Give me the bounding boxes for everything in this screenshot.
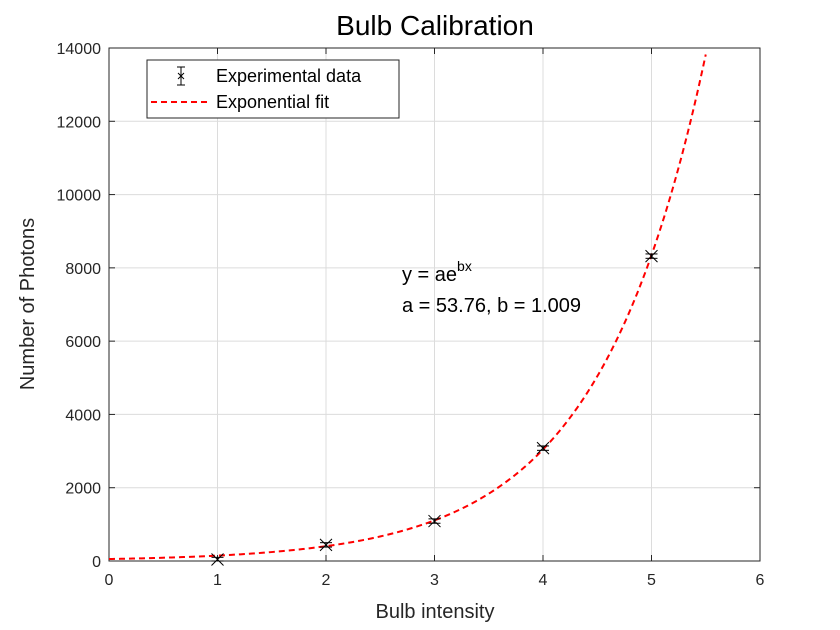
- legend-label-fit: Exponential fit: [216, 92, 329, 112]
- y-tick-label: 2000: [65, 481, 101, 498]
- y-tick-label: 8000: [65, 261, 101, 278]
- y-tick-label: 10000: [57, 188, 102, 205]
- data-point: [428, 514, 441, 528]
- legend: Experimental data Exponential fit: [146, 59, 400, 119]
- x-axis-title: Bulb intensity: [376, 601, 495, 623]
- x-tick-label: 4: [539, 572, 548, 589]
- x-marker-stroke: [645, 249, 658, 263]
- data-point: [536, 441, 550, 455]
- y-tick-label: 12000: [57, 114, 102, 131]
- data-layer: [108, 54, 707, 566]
- annotation-parameters: a = 53.76, b = 1.009: [402, 295, 581, 317]
- x-tick-label: 6: [756, 572, 765, 589]
- y-tick-label: 14000: [57, 41, 102, 58]
- data-point: [645, 249, 658, 263]
- exponential-fit-line: [108, 54, 707, 561]
- chart-title: Bulb Calibration: [336, 10, 534, 41]
- x-marker-stroke: [428, 514, 441, 528]
- fit-annotation: y = aebx a = 53.76, b = 1.009: [402, 258, 581, 317]
- x-marker-stroke: [319, 538, 333, 552]
- data-point: [211, 553, 224, 566]
- x-marker-stroke: [536, 441, 550, 455]
- x-marker-stroke: [211, 553, 224, 566]
- legend-box: [146, 59, 400, 119]
- axis-ticks: 0 1 2 3 4 5 6 0 2000 4000 6000 8000 10000 12000 14000: [57, 41, 765, 589]
- x-tick-label: 5: [647, 572, 656, 589]
- annotation-equation-base: y = ae: [402, 264, 457, 286]
- data-point: [319, 538, 333, 552]
- y-axis-title: Number of Photons: [17, 218, 39, 390]
- annotation-equation: y = aebx: [402, 258, 472, 286]
- x-tick-label: 2: [322, 572, 331, 589]
- y-tick-label: 0: [92, 554, 101, 571]
- y-tick-label: 6000: [65, 334, 101, 351]
- y-tick-label: 4000: [65, 407, 101, 424]
- legend-errorbar-icon: [177, 66, 185, 86]
- x-tick-label: 0: [105, 572, 114, 589]
- legend-label-experimental: Experimental data: [216, 66, 362, 86]
- annotation-equation-exponent: bx: [457, 258, 472, 274]
- x-tick-label: 1: [213, 572, 222, 589]
- x-tick-label: 3: [430, 572, 439, 589]
